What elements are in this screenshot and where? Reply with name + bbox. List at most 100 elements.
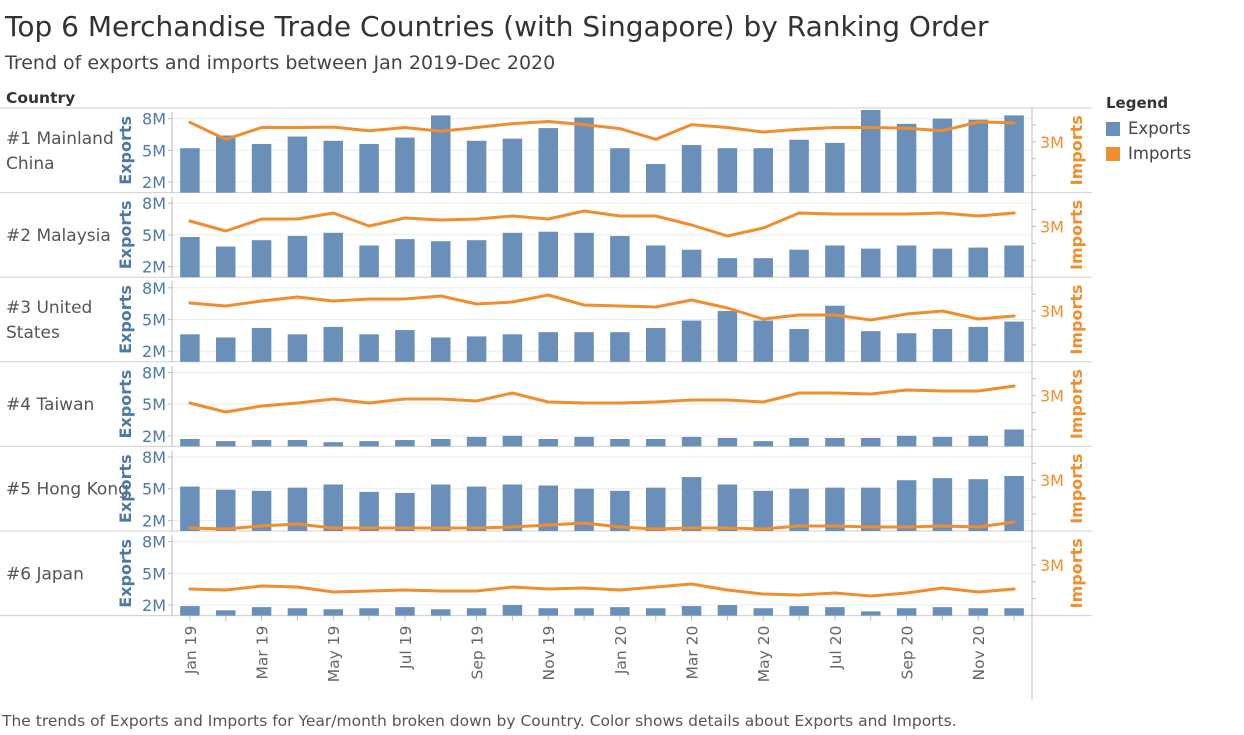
left-axis-title-row1: Exports <box>116 116 135 185</box>
bar-exports-row1-2019-02 <box>216 135 236 193</box>
bar-exports-row1-2019-07 <box>395 137 415 193</box>
bar-exports-row1-2020-12 <box>1004 115 1024 193</box>
bar-exports-row4-2020-12 <box>1004 429 1024 447</box>
bar-exports-row1-2019-09 <box>466 140 487 193</box>
bar-exports-row4-2020-04 <box>717 437 738 447</box>
bar-exports-row3-2019-05 <box>323 326 343 362</box>
left-tick-label-row2-2: 8M <box>142 194 166 213</box>
bar-exports-row1-2019-05 <box>323 140 343 193</box>
bar-exports-row3-2019-12 <box>574 332 594 362</box>
bar-exports-row2-2020-01 <box>610 235 630 278</box>
bar-exports-row4-2020-08 <box>861 437 881 447</box>
bar-exports-row1-2019-04 <box>287 136 308 193</box>
left-tick-label-row3-2: 8M <box>142 279 166 298</box>
bar-exports-row1-2019-06 <box>359 143 379 193</box>
bar-exports-row4-2019-07 <box>395 440 415 447</box>
bar-exports-row2-2019-03 <box>251 240 272 278</box>
legend: Legend Exports Imports <box>1106 94 1191 166</box>
bar-exports-row2-2019-04 <box>287 235 308 278</box>
x-tick-label-1: Mar 19 <box>254 626 272 680</box>
bar-exports-row4-2019-05 <box>323 442 343 447</box>
bar-exports-row3-2019-02 <box>216 337 236 362</box>
bar-exports-row1-2020-01 <box>610 148 630 193</box>
bar-exports-row1-2019-11 <box>538 128 558 193</box>
bar-exports-row4-2020-10 <box>932 436 953 447</box>
bar-exports-row6-2019-08 <box>431 609 451 616</box>
legend-swatch-exports <box>1106 121 1120 136</box>
legend-label-exports: Exports <box>1128 119 1191 138</box>
legend-label-imports: Imports <box>1128 144 1192 163</box>
bar-exports-row2-2020-10 <box>932 248 953 278</box>
bar-exports-row2-2019-08 <box>431 241 451 278</box>
bar-exports-row5-2020-12 <box>1004 476 1024 531</box>
bar-exports-row4-2019-02 <box>216 441 236 447</box>
right-axis-title-row6: Imports <box>1067 538 1086 608</box>
bar-exports-row4-2020-11 <box>968 435 988 447</box>
row-label-4: #4 Taiwan <box>6 395 94 415</box>
bar-exports-row3-2020-02 <box>646 327 666 362</box>
bar-exports-row6-2020-03 <box>681 606 702 616</box>
bar-exports-row5-2020-02 <box>646 487 666 531</box>
bar-exports-row3-2019-10 <box>502 334 523 362</box>
x-tick-label-9: Jul 20 <box>827 626 845 670</box>
bar-exports-row6-2019-10 <box>502 605 523 616</box>
row-label-5: #5 Hong Kong <box>6 480 129 500</box>
bar-exports-row5-2019-02 <box>216 489 236 531</box>
bar-exports-row3-2020-04 <box>717 311 738 362</box>
bar-exports-row6-2020-04 <box>717 605 738 616</box>
bar-exports-row5-2020-03 <box>681 477 702 531</box>
bar-exports-row6-2019-07 <box>395 607 415 616</box>
bar-exports-row1-2020-06 <box>789 139 809 193</box>
bar-exports-row2-2020-09 <box>896 245 917 278</box>
bar-exports-row1-2020-10 <box>932 118 953 193</box>
bar-exports-row5-2019-07 <box>395 492 415 531</box>
bar-exports-row6-2020-08 <box>861 611 881 616</box>
bar-exports-row2-2020-03 <box>681 249 702 278</box>
bar-exports-row4-2019-12 <box>574 436 594 447</box>
line-imports-row1 <box>188 120 1016 141</box>
legend-item-imports[interactable]: Imports <box>1106 141 1191 166</box>
bar-exports-row5-2019-12 <box>574 488 594 531</box>
bar-exports-row1-2019-10 <box>502 138 523 193</box>
left-tick-label-row6-2: 8M <box>142 533 166 552</box>
line-imports-row3 <box>188 293 1016 322</box>
bar-exports-row4-2020-05 <box>753 441 773 447</box>
bar-exports-row2-2019-06 <box>359 245 379 278</box>
left-tick-label-row1-0: 2M <box>142 173 166 192</box>
bar-exports-row4-2019-04 <box>287 440 308 447</box>
bar-exports-row6-2020-06 <box>789 606 809 616</box>
bar-exports-row1-2020-04 <box>717 148 738 193</box>
bar-exports-row2-2020-08 <box>861 248 881 278</box>
bar-exports-row2-2019-02 <box>216 246 236 278</box>
right-axis-title-row5: Imports <box>1067 454 1086 524</box>
left-tick-label-row5-2: 8M <box>142 448 166 467</box>
x-tick-label-4: Sep 19 <box>469 626 487 680</box>
bar-exports-row5-2019-06 <box>359 491 379 531</box>
bar-exports-row5-2019-01 <box>180 486 200 531</box>
bar-exports-row6-2019-05 <box>323 609 343 616</box>
legend-swatch-imports <box>1106 146 1120 161</box>
right-axis-title-row4: Imports <box>1067 369 1086 439</box>
bar-exports-row5-2020-07 <box>825 487 845 531</box>
bar-exports-row2-2020-07 <box>825 245 845 278</box>
bar-exports-row2-2019-10 <box>502 232 523 278</box>
bar-exports-row6-2019-12 <box>574 608 594 616</box>
bar-exports-row3-2020-05 <box>753 320 773 362</box>
legend-item-exports[interactable]: Exports <box>1106 116 1191 141</box>
bar-exports-row4-2019-10 <box>502 435 523 447</box>
left-axis-title-row3: Exports <box>116 285 135 354</box>
chart-subtitle: Trend of exports and imports between Jan… <box>5 52 556 74</box>
x-tick-label-0: Jan 19 <box>182 626 200 676</box>
bar-exports-row6-2020-09 <box>896 608 917 616</box>
bar-exports-row6-2020-05 <box>753 608 773 616</box>
bar-exports-row6-2019-11 <box>538 608 558 616</box>
bar-exports-row5-2020-05 <box>753 490 773 531</box>
left-tick-label-row1-2: 8M <box>142 110 166 129</box>
bar-exports-row6-2020-02 <box>646 608 666 616</box>
x-tick-label-7: Mar 20 <box>684 626 702 680</box>
bar-exports-row5-2020-10 <box>932 478 953 531</box>
bar-exports-row5-2020-06 <box>789 488 809 531</box>
bar-exports-row1-2020-07 <box>825 142 845 193</box>
left-tick-label-row4-2: 8M <box>142 363 166 382</box>
left-tick-label-row5-0: 2M <box>142 511 166 530</box>
